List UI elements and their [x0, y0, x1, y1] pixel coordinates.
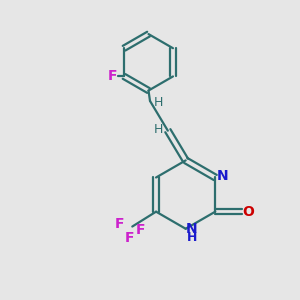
Text: H: H: [186, 231, 197, 244]
Text: H: H: [154, 123, 164, 136]
Text: F: F: [124, 231, 134, 245]
Text: N: N: [217, 169, 229, 183]
Text: O: O: [243, 205, 254, 219]
Text: H: H: [154, 96, 164, 109]
Text: F: F: [108, 69, 118, 83]
Text: N: N: [186, 222, 197, 236]
Text: F: F: [136, 223, 146, 236]
Text: F: F: [115, 217, 124, 231]
